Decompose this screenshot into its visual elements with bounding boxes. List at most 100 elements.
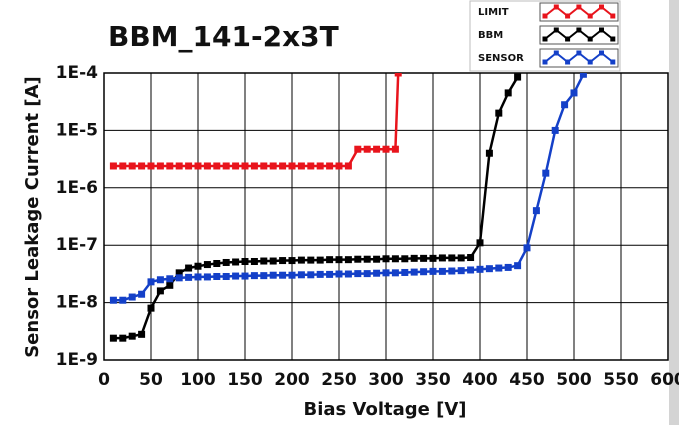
data-point	[363, 255, 371, 263]
legend-marker	[542, 36, 548, 42]
data-point	[138, 330, 146, 338]
data-point	[175, 162, 183, 170]
data-point	[156, 287, 164, 295]
data-point	[203, 273, 211, 281]
data-point	[147, 162, 155, 170]
x-tick-label: 150	[227, 370, 263, 390]
data-point	[166, 281, 174, 289]
legend-marker	[587, 59, 593, 65]
x-tick-label: 450	[509, 370, 545, 390]
data-point	[232, 162, 240, 170]
legend-marker	[565, 13, 571, 19]
data-point	[166, 275, 174, 283]
data-point	[279, 257, 287, 265]
data-point	[269, 271, 277, 279]
data-point	[109, 296, 117, 304]
data-point	[326, 256, 334, 264]
data-point	[128, 332, 136, 340]
x-tick-label: 400	[462, 370, 498, 390]
legend-marker	[565, 59, 571, 65]
data-point	[391, 255, 399, 263]
y-tick-label: 1E-4	[56, 63, 98, 83]
data-point	[561, 101, 569, 109]
legend-label: LIMIT	[478, 7, 509, 18]
data-point	[166, 162, 174, 170]
legend-marker	[553, 4, 559, 10]
data-point	[119, 162, 127, 170]
data-point	[175, 269, 183, 277]
data-point	[344, 270, 352, 278]
data-point	[495, 264, 503, 272]
x-tick-label: 0	[98, 370, 110, 390]
data-point	[391, 145, 399, 153]
data-point	[147, 304, 155, 312]
legend-marker	[587, 36, 593, 42]
x-tick-label: 600	[650, 370, 679, 390]
data-point	[523, 244, 531, 252]
data-point	[297, 162, 305, 170]
data-point	[269, 257, 277, 265]
data-point	[401, 255, 409, 263]
x-tick-label: 500	[556, 370, 592, 390]
data-point	[232, 272, 240, 280]
data-point	[467, 266, 475, 274]
data-point	[232, 258, 240, 266]
data-point	[288, 271, 296, 279]
data-point	[438, 254, 446, 262]
data-point	[373, 269, 381, 277]
x-tick-label: 550	[603, 370, 639, 390]
data-point	[128, 162, 136, 170]
data-point	[354, 255, 362, 263]
data-point	[410, 254, 418, 262]
data-point	[532, 207, 540, 215]
data-point	[128, 293, 136, 301]
data-point	[363, 145, 371, 153]
data-point	[269, 162, 277, 170]
data-point	[260, 272, 268, 280]
data-point	[457, 254, 465, 262]
data-point	[213, 272, 221, 280]
legend-swatch-frame	[539, 25, 619, 45]
legend-marker	[587, 13, 593, 19]
data-point	[382, 255, 390, 263]
data-point	[260, 257, 268, 265]
data-point	[119, 334, 127, 342]
data-point	[429, 254, 437, 262]
data-point	[476, 239, 484, 247]
data-point	[185, 264, 193, 272]
data-point	[241, 272, 249, 280]
x-tick-label: 200	[274, 370, 310, 390]
legend-marker	[610, 36, 616, 42]
data-point	[138, 162, 146, 170]
data-point	[579, 73, 587, 78]
data-point	[316, 162, 324, 170]
data-point	[514, 262, 522, 270]
data-point	[335, 256, 343, 264]
data-point	[448, 254, 456, 262]
data-point	[373, 145, 381, 153]
legend-marker	[553, 50, 559, 56]
data-point	[326, 270, 334, 278]
data-point	[570, 89, 578, 97]
data-point	[138, 290, 146, 298]
x-tick-label: 300	[368, 370, 404, 390]
data-point	[335, 270, 343, 278]
data-point	[363, 270, 371, 278]
panel-edge	[669, 0, 679, 425]
data-point	[495, 109, 503, 117]
data-point	[335, 162, 343, 170]
x-tick-label: 350	[415, 370, 451, 390]
data-point	[401, 268, 409, 276]
data-point	[222, 258, 230, 266]
data-point	[394, 73, 402, 77]
data-point	[316, 270, 324, 278]
data-point	[307, 256, 315, 264]
data-point	[467, 254, 475, 262]
legend-marker	[553, 27, 559, 33]
data-point	[307, 162, 315, 170]
y-tick-label: 1E-9	[56, 350, 98, 370]
data-point	[194, 162, 202, 170]
data-point	[250, 272, 258, 280]
legend-marker	[599, 50, 604, 56]
data-point	[222, 162, 230, 170]
